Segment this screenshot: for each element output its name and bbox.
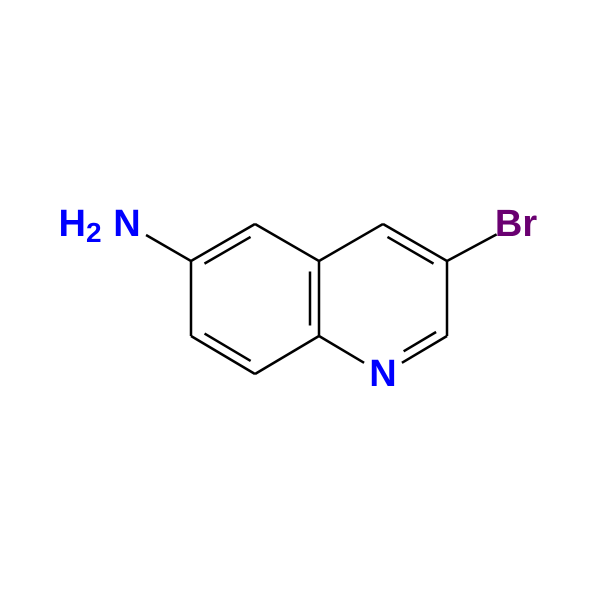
molecule-diagram: N H2 N Br <box>0 0 600 600</box>
ring-nitrogen: N <box>369 353 396 395</box>
bromine-atom: Br <box>495 203 537 245</box>
amine-nitrogen: N <box>113 203 140 245</box>
amine-hydrogens: H2 <box>58 203 101 248</box>
atom-labels: N H2 N Br <box>58 203 537 395</box>
bond-layer <box>146 224 497 374</box>
